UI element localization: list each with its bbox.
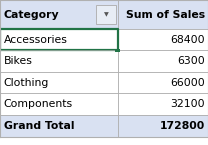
Bar xyxy=(118,29,208,50)
Bar xyxy=(0,50,118,72)
Bar xyxy=(0,72,118,93)
Bar xyxy=(118,115,208,137)
Text: Grand Total: Grand Total xyxy=(4,121,74,131)
Bar xyxy=(0,29,118,50)
Text: Sum of Sales: Sum of Sales xyxy=(126,10,205,19)
Text: 32100: 32100 xyxy=(170,99,205,109)
Text: 6300: 6300 xyxy=(177,56,205,66)
Bar xyxy=(118,72,208,93)
Bar xyxy=(115,49,120,52)
Text: Components: Components xyxy=(4,99,73,109)
Bar xyxy=(118,93,208,115)
Text: 68400: 68400 xyxy=(170,35,205,45)
Bar xyxy=(0,115,118,137)
Text: ▼: ▼ xyxy=(104,12,108,17)
Bar xyxy=(118,0,208,29)
Bar xyxy=(118,50,208,72)
Bar xyxy=(0,0,118,29)
Bar xyxy=(96,5,116,24)
Text: Clothing: Clothing xyxy=(4,78,49,88)
Text: 66000: 66000 xyxy=(170,78,205,88)
Bar xyxy=(96,5,116,24)
Bar xyxy=(0,93,118,115)
Text: Accessories: Accessories xyxy=(4,35,68,45)
Text: Category: Category xyxy=(4,10,59,19)
Text: Bikes: Bikes xyxy=(4,56,33,66)
Text: 172800: 172800 xyxy=(160,121,205,131)
